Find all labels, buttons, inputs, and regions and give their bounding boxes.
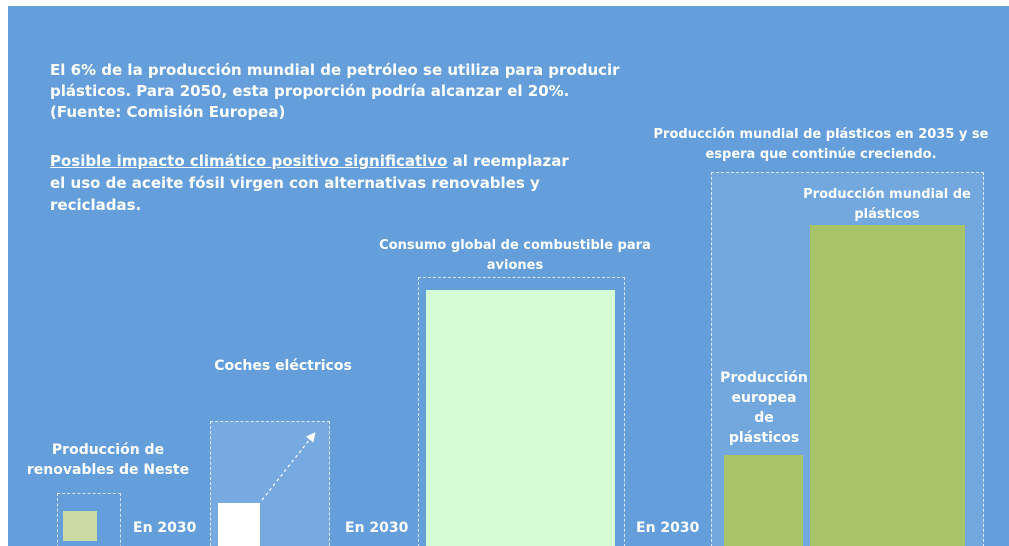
neste-square [63, 511, 97, 541]
dashed-box [57, 493, 121, 546]
group-label: Producción mundial de plásticos en 2035 … [654, 125, 989, 165]
label-line: Coches eléctricos [214, 358, 352, 374]
impact: Posible impacto climático positivo signi… [50, 150, 569, 216]
label-line: de [754, 410, 774, 426]
label-line: Producción mundial de [803, 187, 971, 202]
note: En 2030 [636, 520, 700, 536]
impact-highlight: Posible impacto climático positivo signi… [50, 152, 448, 170]
group-label: Coches eléctricos [214, 356, 352, 376]
europe-rect [724, 455, 803, 546]
intro: El 6% de la producción mundial de petról… [50, 60, 620, 123]
europe-label: Producción europea de plásticos [720, 368, 808, 448]
impact-line: el uso de aceite fósil virgen con altern… [50, 174, 540, 192]
label-line: europea [731, 390, 797, 406]
label-line: plásticos [728, 430, 800, 446]
label-line: plásticos [854, 207, 920, 222]
intro-line: plásticos. Para 2050, esta proporción po… [50, 82, 570, 100]
impact-line: recicladas. [50, 196, 142, 214]
group-label: Producción de renovables de Neste [27, 440, 189, 480]
dashed-box [418, 277, 625, 546]
growth-arrow [261, 432, 316, 501]
jet-fuel-rect [426, 290, 615, 546]
intro-line: (Fuente: Comisión Europea) [50, 103, 286, 121]
impact-line: al reemplazar [447, 152, 569, 170]
label-line: aviones [486, 258, 544, 273]
label-line: Producción mundial de plásticos en 2035 … [653, 127, 989, 142]
label-line: renovables de Neste [26, 462, 190, 478]
label-line: Consumo global de combustible para [379, 238, 651, 253]
world-label: Producción mundial de plásticos [803, 185, 971, 225]
cars-rect [218, 503, 260, 546]
note: En 2030 [133, 520, 197, 536]
intro-line: El 6% de la producción mundial de petról… [50, 61, 620, 79]
note: En 2030 [345, 520, 409, 536]
label-line: Producción de [51, 442, 165, 458]
world-rect [810, 225, 965, 546]
group-label: Consumo global de combustible para avion… [379, 236, 651, 276]
label-line: espera que continúe creciendo. [705, 147, 937, 162]
label-line: Producción [720, 370, 808, 386]
